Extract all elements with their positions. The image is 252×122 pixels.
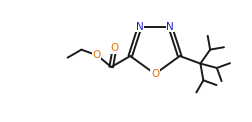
Text: N: N (166, 22, 174, 32)
Text: O: O (151, 69, 159, 79)
Text: N: N (136, 22, 144, 32)
Text: O: O (110, 43, 118, 53)
Text: O: O (92, 51, 101, 61)
